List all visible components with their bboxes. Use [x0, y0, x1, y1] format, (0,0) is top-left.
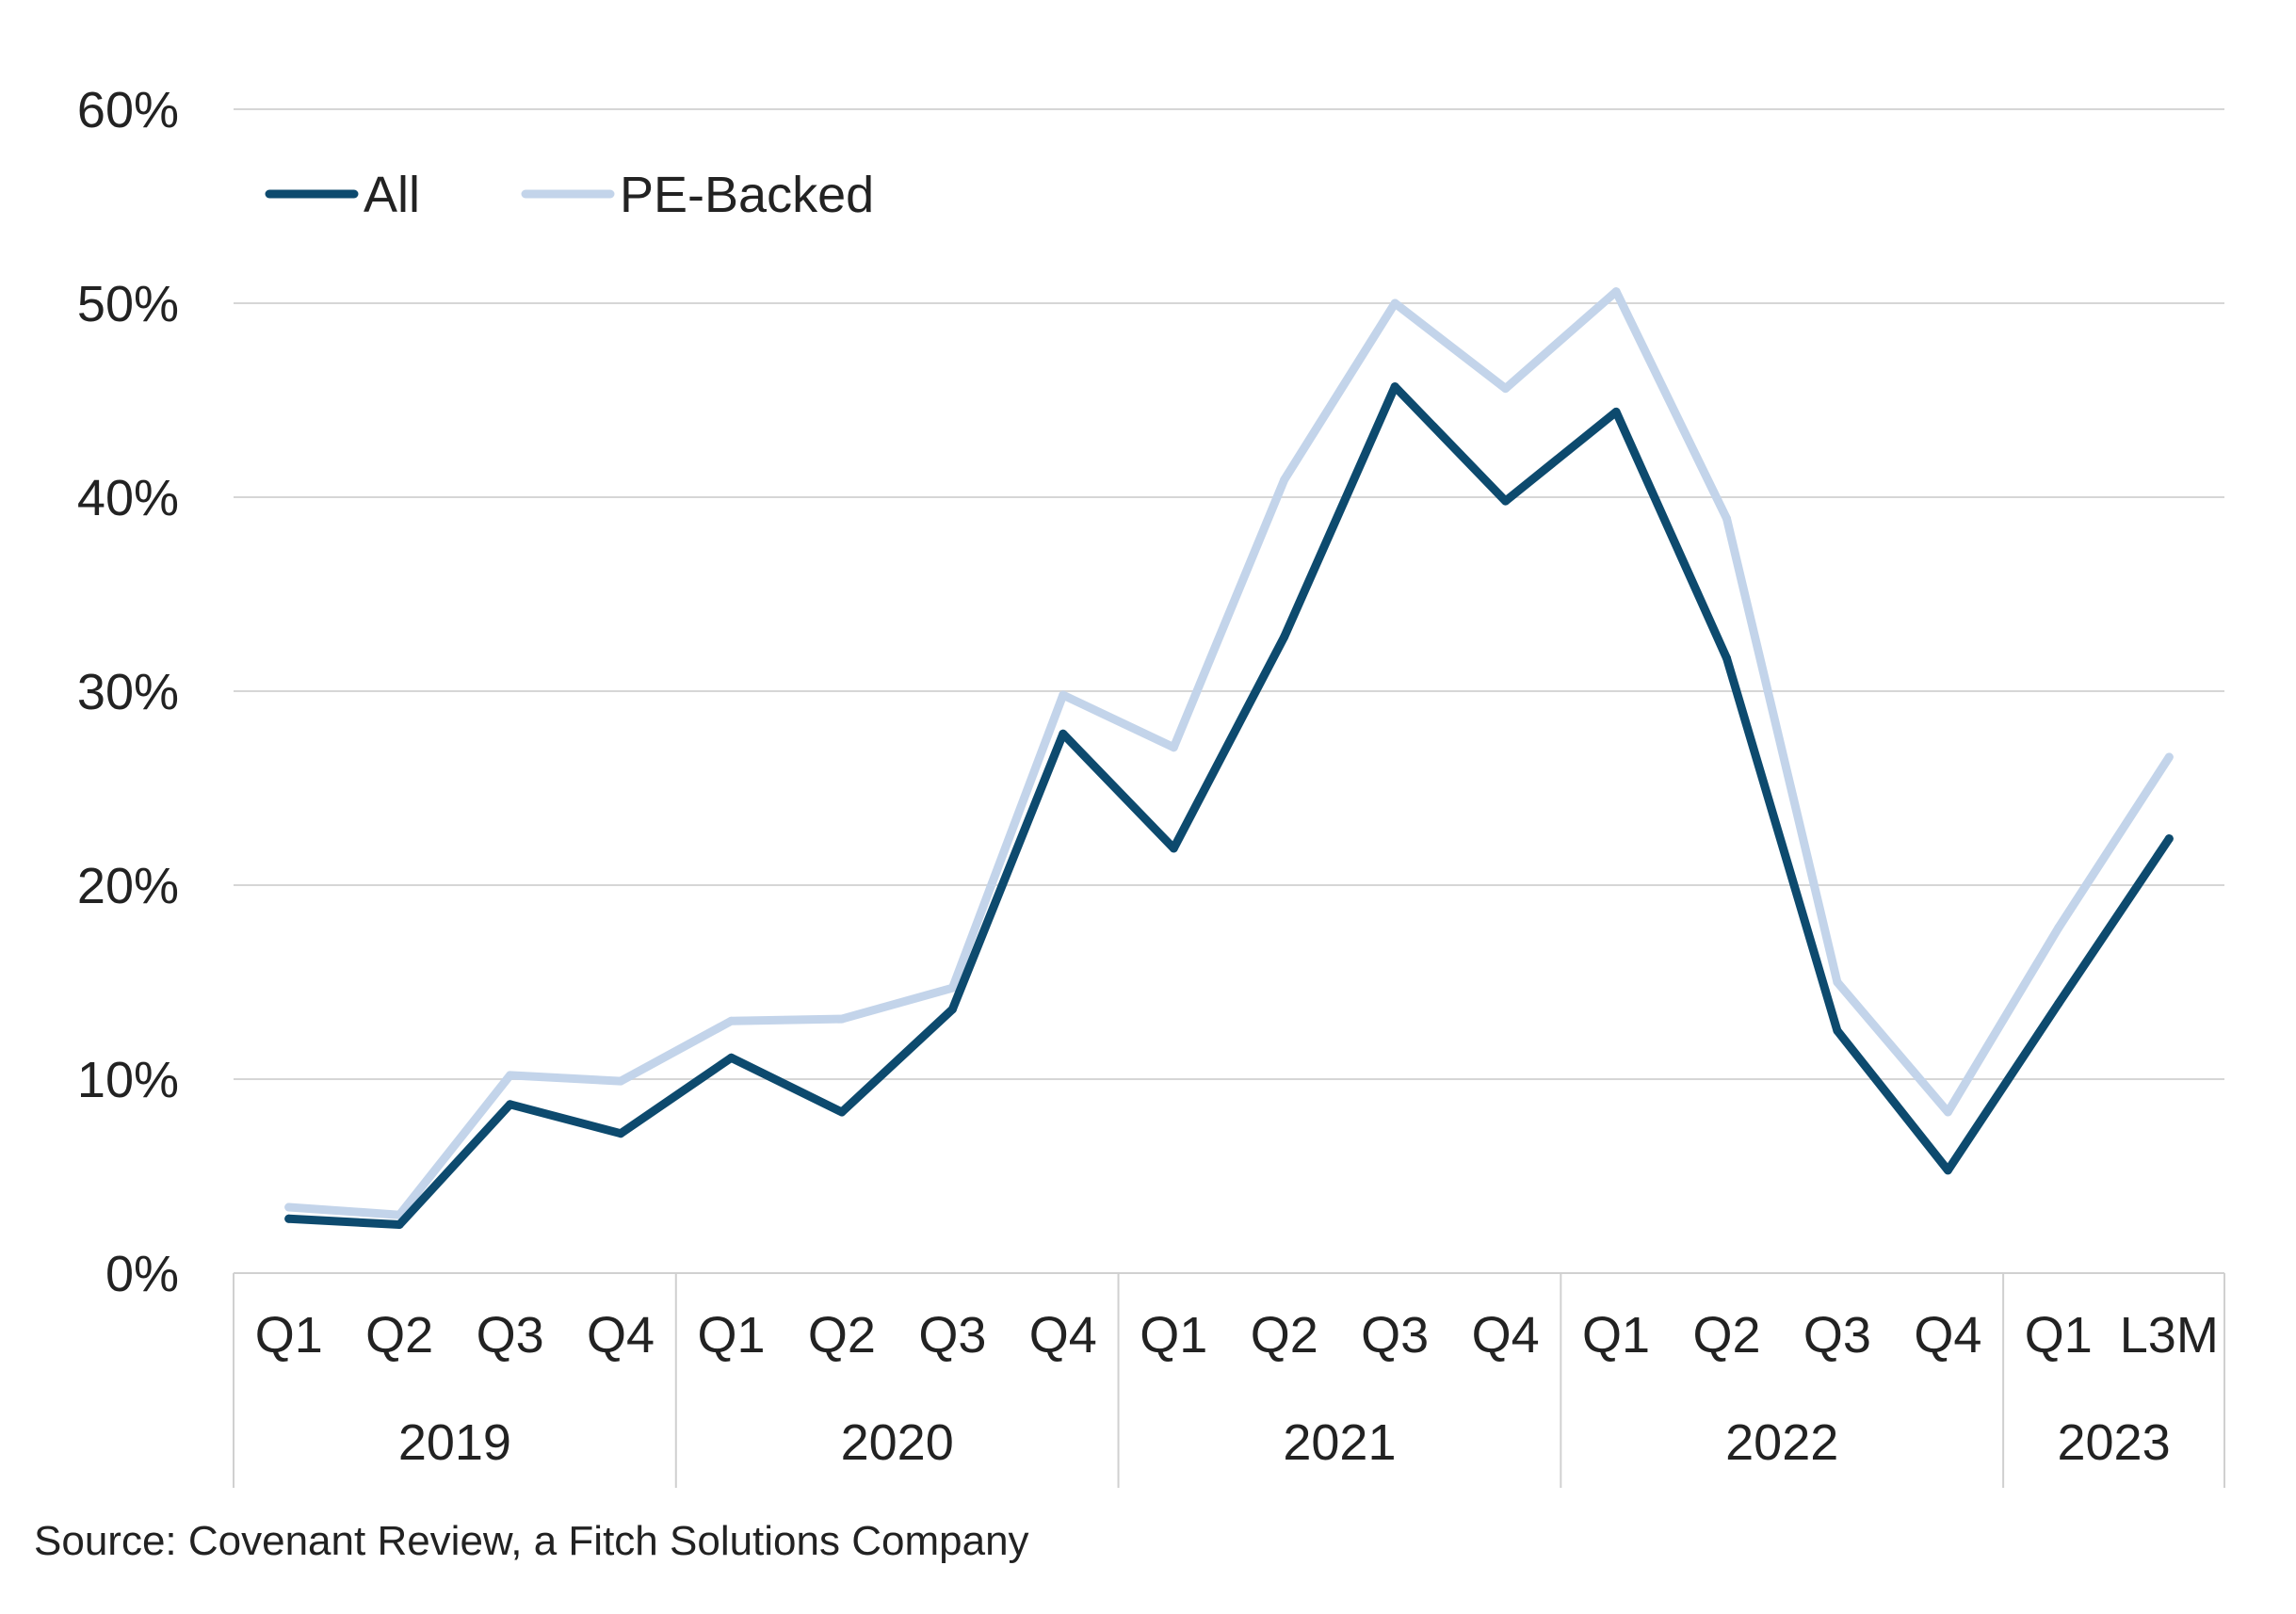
- data-point-pe-backed: [2054, 923, 2063, 932]
- x-tick-label: Q1: [1140, 1307, 1207, 1364]
- legend: All PE-Backed: [265, 167, 874, 223]
- data-point-pe-backed: [1501, 384, 1511, 394]
- year-label: 2021: [1283, 1414, 1396, 1471]
- data-point-pe-backed: [284, 1202, 294, 1212]
- y-axis: 0% 10% 20% 30% 40% 50% 60%: [77, 82, 179, 1302]
- data-point-all: [284, 1214, 294, 1223]
- y-tick-label: 10%: [77, 1052, 179, 1108]
- data-point-pe-backed: [947, 983, 957, 993]
- y-tick-label: 20%: [77, 858, 179, 914]
- year-label: 2019: [398, 1414, 511, 1471]
- year-label: 2023: [2057, 1414, 2170, 1471]
- data-point-all: [837, 1107, 847, 1117]
- x-tick-label: Q4: [1914, 1307, 1981, 1364]
- x-tick-label: Q2: [1251, 1307, 1318, 1364]
- data-point-all: [1501, 496, 1511, 506]
- x-tick-label: Q1: [2025, 1307, 2093, 1364]
- legend-label-all: All: [364, 167, 420, 223]
- source-note: Source: Covenant Review, a Fitch Solutio…: [34, 1518, 1029, 1564]
- series-line-all: [284, 382, 2174, 1229]
- y-tick-label: 50%: [77, 276, 179, 332]
- x-tick-label: Q2: [365, 1307, 433, 1364]
- series-lines: [284, 287, 2174, 1229]
- gridlines: [234, 108, 2224, 1080]
- data-point-pe-backed: [1611, 287, 1621, 297]
- data-point-all: [947, 1005, 957, 1014]
- data-point-all: [2054, 999, 2063, 1009]
- x-tick-label: Q2: [1692, 1307, 1760, 1364]
- data-point-all: [1943, 1166, 1952, 1175]
- data-point-all: [1280, 632, 1289, 641]
- y-tick-label: 40%: [77, 470, 179, 526]
- data-point-pe-backed: [1169, 743, 1178, 752]
- x-tick-label: Q3: [1361, 1307, 1429, 1364]
- data-point-all: [1833, 1026, 1842, 1035]
- data-point-all: [1059, 729, 1068, 738]
- legend-label-pe-backed: PE-Backed: [620, 167, 874, 223]
- y-tick-label: 60%: [77, 82, 179, 138]
- x-tick-label: Q1: [1582, 1307, 1650, 1364]
- data-point-all: [1390, 382, 1399, 392]
- data-point-pe-backed: [506, 1071, 515, 1080]
- data-point-all: [506, 1100, 515, 1109]
- data-point-pe-backed: [837, 1014, 847, 1024]
- x-tick-label: L3M: [2120, 1307, 2219, 1364]
- series-line-pe-backed: [284, 287, 2174, 1219]
- x-tick-label: Q4: [1029, 1307, 1097, 1364]
- x-tick-label: Q4: [1472, 1307, 1540, 1364]
- data-point-all: [727, 1053, 736, 1062]
- x-tick-label: Q2: [808, 1307, 876, 1364]
- data-point-pe-backed: [1943, 1107, 1952, 1117]
- data-point-pe-backed: [1833, 977, 1842, 987]
- x-tick-label: Q4: [587, 1307, 655, 1364]
- data-point-pe-backed: [1059, 690, 1068, 700]
- x-tick-label: Q3: [477, 1307, 544, 1364]
- x-tick-label: Q3: [1803, 1307, 1871, 1364]
- x-axis: Q1 Q2 Q3 Q4 Q1 Q2 Q3 Q4 Q1 Q2 Q3 Q4 Q1 Q2 Q3 Q4 Q1 L3M 201…: [233, 1272, 2225, 1488]
- data-point-all: [395, 1220, 404, 1229]
- x-tick-label: Q1: [255, 1307, 323, 1364]
- data-point-all: [1169, 844, 1178, 853]
- year-label: 2020: [841, 1414, 954, 1471]
- data-point-pe-backed: [1390, 299, 1399, 308]
- data-point-all: [1722, 654, 1731, 663]
- data-point-pe-backed: [1722, 514, 1731, 524]
- y-tick-label: 30%: [77, 664, 179, 720]
- data-point-all: [1611, 407, 1621, 416]
- data-point-pe-backed: [2164, 752, 2174, 762]
- data-point-pe-backed: [1280, 476, 1289, 484]
- data-point-all: [616, 1129, 625, 1138]
- year-label: 2022: [1725, 1414, 1838, 1471]
- data-point-all: [2164, 834, 2174, 844]
- data-point-pe-backed: [727, 1016, 736, 1025]
- y-tick-label: 0%: [105, 1246, 179, 1302]
- data-point-pe-backed: [616, 1076, 625, 1086]
- x-tick-label: Q1: [697, 1307, 765, 1364]
- x-tick-label: Q3: [918, 1307, 986, 1364]
